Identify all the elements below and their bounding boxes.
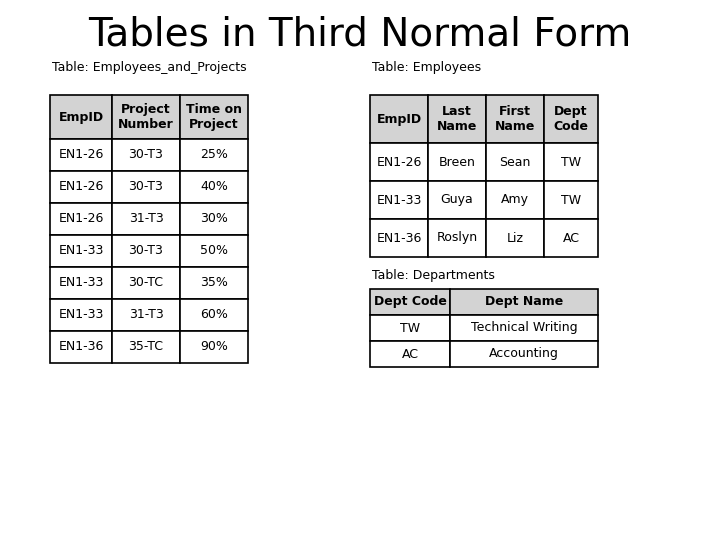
Text: EmpID: EmpID [377, 112, 422, 125]
Bar [428, 143, 486, 181]
Bar [486, 219, 544, 257]
Bar [544, 181, 598, 219]
Text: 31-T3: 31-T3 [129, 213, 163, 226]
Text: TW: TW [561, 156, 581, 168]
Text: EN1-33: EN1-33 [377, 193, 422, 206]
Text: Tables in Third Normal Form: Tables in Third Normal Form [89, 16, 631, 54]
Text: AC: AC [562, 232, 580, 245]
Bar [486, 143, 544, 181]
Text: Roslyn: Roslyn [436, 232, 477, 245]
Bar [370, 341, 450, 367]
Bar [112, 203, 180, 235]
Bar [486, 181, 544, 219]
Text: Table: Employees_and_Projects: Table: Employees_and_Projects [52, 62, 247, 75]
Bar [370, 95, 428, 143]
Text: 35%: 35% [200, 276, 228, 289]
Bar [544, 143, 598, 181]
Text: EN1-36: EN1-36 [58, 341, 104, 354]
Text: AC: AC [402, 348, 418, 361]
Text: 30-T3: 30-T3 [129, 245, 163, 258]
Bar [544, 95, 598, 143]
Text: Dept Code: Dept Code [374, 295, 446, 308]
Text: 30-T3: 30-T3 [129, 148, 163, 161]
Text: 30-T3: 30-T3 [129, 180, 163, 193]
Text: EN1-26: EN1-26 [58, 213, 104, 226]
Bar [112, 267, 180, 299]
Bar [50, 203, 112, 235]
Text: Technical Writing: Technical Writing [471, 321, 577, 334]
Text: EN1-26: EN1-26 [58, 180, 104, 193]
Text: First
Name: First Name [495, 105, 535, 133]
Text: TW: TW [561, 193, 581, 206]
Bar [180, 331, 248, 363]
Bar [428, 219, 486, 257]
Bar [370, 315, 450, 341]
Bar [180, 171, 248, 203]
Text: EN1-33: EN1-33 [58, 245, 104, 258]
Bar [180, 235, 248, 267]
Text: EN1-26: EN1-26 [377, 156, 422, 168]
Text: Breen: Breen [438, 156, 475, 168]
Text: Guya: Guya [441, 193, 473, 206]
Bar [180, 299, 248, 331]
Text: TW: TW [400, 321, 420, 334]
Text: 31-T3: 31-T3 [129, 308, 163, 321]
Text: 30-TC: 30-TC [128, 276, 163, 289]
Bar [112, 171, 180, 203]
Bar [112, 235, 180, 267]
Bar [180, 95, 248, 139]
Bar [180, 139, 248, 171]
Text: Dept
Code: Dept Code [554, 105, 588, 133]
Text: EN1-33: EN1-33 [58, 308, 104, 321]
Text: Last
Name: Last Name [437, 105, 477, 133]
Bar [50, 331, 112, 363]
Bar [112, 299, 180, 331]
Bar [428, 95, 486, 143]
Text: 90%: 90% [200, 341, 228, 354]
Bar [486, 95, 544, 143]
Bar [50, 267, 112, 299]
Text: Project
Number: Project Number [118, 103, 174, 131]
Text: 35-TC: 35-TC [128, 341, 163, 354]
Text: EmpID: EmpID [58, 111, 104, 124]
Text: Time on
Project: Time on Project [186, 103, 242, 131]
Bar [370, 289, 450, 315]
Bar [50, 95, 112, 139]
Bar [50, 235, 112, 267]
Text: 50%: 50% [200, 245, 228, 258]
Text: Dept Name: Dept Name [485, 295, 563, 308]
Text: Amy: Amy [501, 193, 529, 206]
Text: 60%: 60% [200, 308, 228, 321]
Bar [450, 289, 598, 315]
Text: Table: Employees: Table: Employees [372, 62, 481, 75]
Bar [370, 181, 428, 219]
Bar [450, 315, 598, 341]
Text: EN1-26: EN1-26 [58, 148, 104, 161]
Bar [180, 203, 248, 235]
Bar [370, 219, 428, 257]
Text: EN1-33: EN1-33 [58, 276, 104, 289]
Text: 30%: 30% [200, 213, 228, 226]
Bar [428, 181, 486, 219]
Bar [50, 299, 112, 331]
Bar [180, 267, 248, 299]
Text: Table: Departments: Table: Departments [372, 268, 495, 281]
Text: Accounting: Accounting [489, 348, 559, 361]
Bar [370, 143, 428, 181]
Bar [112, 331, 180, 363]
Bar [50, 139, 112, 171]
Text: EN1-36: EN1-36 [377, 232, 422, 245]
Text: Liz: Liz [506, 232, 523, 245]
Text: Sean: Sean [499, 156, 531, 168]
Bar [450, 341, 598, 367]
Bar [112, 95, 180, 139]
Text: 40%: 40% [200, 180, 228, 193]
Text: 25%: 25% [200, 148, 228, 161]
Bar [50, 171, 112, 203]
Bar [544, 219, 598, 257]
Bar [112, 139, 180, 171]
